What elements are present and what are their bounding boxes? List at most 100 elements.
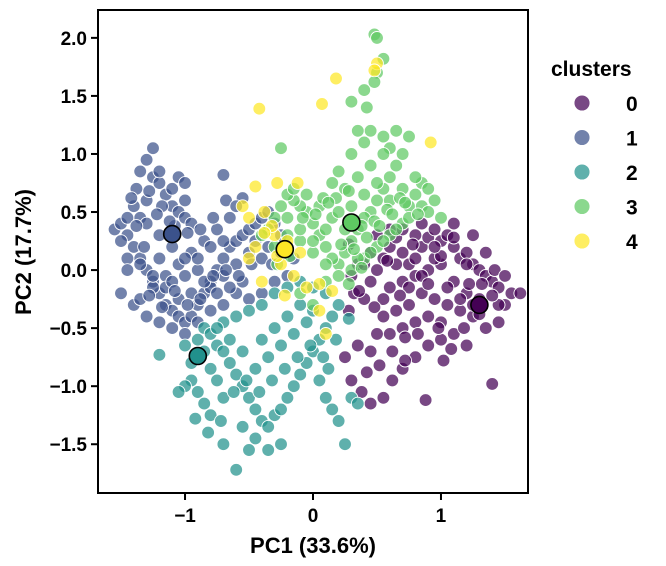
- data-point: [222, 332, 237, 347]
- data-point: [210, 222, 224, 237]
- data-point: [306, 245, 320, 260]
- data-point: [350, 396, 365, 411]
- data-point: [180, 298, 195, 312]
- data-point: [344, 373, 359, 388]
- data-point: [436, 353, 451, 368]
- data-point: [152, 347, 167, 362]
- data-point: [146, 141, 160, 156]
- y-tick-label: −1.0: [49, 377, 87, 398]
- data-point: [129, 219, 144, 233]
- data-point: [491, 298, 506, 312]
- data-point: [347, 242, 361, 257]
- y-tick-label: 1.5: [61, 87, 88, 108]
- y-tick-label: −0.5: [49, 319, 87, 340]
- data-point: [357, 83, 372, 97]
- data-point: [427, 240, 442, 254]
- legend-marker: [573, 163, 591, 181]
- data-point: [137, 240, 151, 254]
- data-point: [261, 350, 276, 365]
- data-point: [124, 191, 139, 205]
- data-point: [299, 187, 314, 202]
- data-point: [440, 298, 455, 312]
- data-point: [380, 253, 395, 268]
- data-point: [459, 338, 474, 353]
- data-point: [190, 251, 205, 266]
- data-point: [267, 274, 282, 289]
- data-point: [318, 390, 333, 405]
- data-point: [261, 443, 276, 457]
- data-point: [459, 257, 474, 272]
- x-axis-label: PC1 (33.6%): [250, 533, 376, 558]
- data-point: [389, 303, 404, 318]
- data-point: [444, 342, 459, 356]
- data-point: [344, 199, 359, 214]
- data-point: [459, 245, 474, 260]
- data-point: [150, 207, 164, 222]
- data-point: [376, 234, 391, 248]
- data-point: [216, 168, 231, 182]
- legend-item-1: 1: [573, 128, 638, 151]
- data-point: [178, 251, 192, 266]
- data-point: [331, 269, 346, 283]
- data-point: [341, 184, 356, 198]
- data-point: [363, 123, 378, 138]
- data-point: [257, 226, 272, 240]
- data-point: [274, 141, 288, 156]
- data-point: [242, 292, 256, 306]
- data-point: [363, 158, 378, 173]
- data-point: [252, 385, 267, 399]
- data-point: [167, 284, 182, 298]
- data-point: [398, 330, 412, 345]
- data-point: [210, 286, 224, 301]
- legend: clusters 0 1 2 3 4: [551, 58, 638, 254]
- data-point: [385, 344, 400, 359]
- data-point: [487, 263, 502, 277]
- data-point: [229, 309, 244, 324]
- data-point: [242, 210, 256, 225]
- data-point: [290, 176, 305, 190]
- data-point: [372, 358, 387, 373]
- data-point: [248, 361, 263, 376]
- data-point: [293, 245, 308, 260]
- legend-item-0: 0: [573, 93, 638, 116]
- data-point: [325, 309, 340, 324]
- y-tick-label: 2.0: [61, 29, 87, 50]
- data-point: [254, 332, 269, 347]
- data-point: [478, 245, 493, 260]
- data-point: [178, 193, 192, 208]
- x-tick-label: −1: [174, 506, 196, 527]
- data-point: [331, 298, 346, 312]
- data-point: [219, 193, 233, 208]
- y-tick-label: −1.5: [49, 435, 87, 456]
- data-point: [363, 274, 378, 289]
- data-point: [318, 222, 333, 237]
- data-point: [265, 373, 279, 388]
- data-point: [408, 315, 423, 330]
- data-point: [376, 390, 391, 405]
- data-point: [376, 147, 391, 161]
- data-point: [286, 379, 301, 394]
- data-point: [120, 251, 135, 266]
- data-point: [376, 129, 391, 144]
- data-point: [190, 385, 205, 399]
- data-point: [395, 147, 410, 161]
- legend-item-3: 3: [573, 197, 638, 220]
- data-point: [408, 251, 423, 266]
- data-point: [325, 176, 340, 190]
- data-point: [418, 393, 433, 407]
- series-2: [152, 274, 365, 477]
- legend-label: 3: [626, 197, 638, 220]
- data-point: [152, 315, 167, 330]
- data-point: [295, 210, 310, 225]
- x-axis: −1 0 1: [174, 493, 447, 527]
- data-point: [248, 402, 263, 417]
- data-point: [203, 240, 218, 254]
- data-point: [216, 234, 231, 248]
- data-point: [329, 332, 343, 347]
- legend-label: 1: [626, 128, 638, 151]
- data-point: [120, 210, 135, 225]
- data-point: [370, 263, 384, 277]
- legend-marker: [573, 94, 591, 112]
- data-point: [421, 338, 436, 353]
- data-point: [321, 195, 336, 210]
